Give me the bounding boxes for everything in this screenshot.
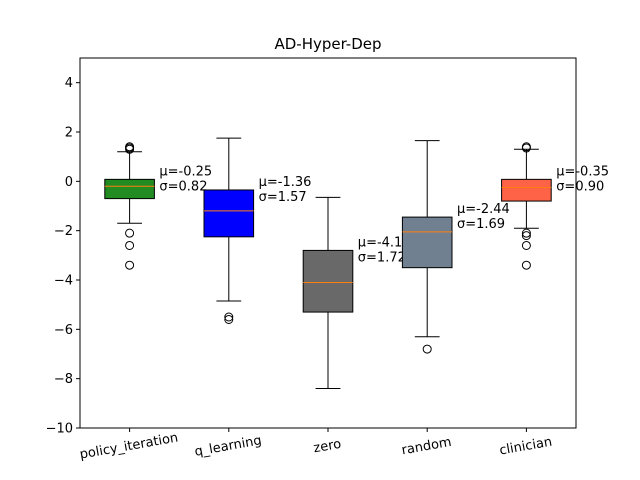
x-tick-label: clinician [498,435,553,459]
y-tick-label: 2 [65,126,73,141]
y-tick-label: −6 [54,323,73,338]
box-clinician: μ=-0.35σ=0.90 [501,142,609,270]
x-tick-label: random [400,435,452,459]
outlier-point [521,231,531,241]
outlier-point [125,228,135,238]
x-axis: policy_iteration q_learning zero random clin… [79,428,553,463]
y-tick-label: 4 [65,76,73,91]
y-axis: −10 −8 −6 −4 −2 0 2 4 [46,76,80,437]
std-annotation: σ=0.90 [556,179,604,194]
box-q_learning: μ=-1.36σ=1.57 [203,137,312,324]
std-annotation: σ=0.82 [159,179,207,194]
mean-annotation: μ=-0.35 [556,164,609,179]
x-tick-label: q_learning [194,433,263,460]
y-tick-label: −10 [46,422,73,437]
mean-annotation: μ=-2.44 [457,202,510,217]
box-zero: μ=-4.11σ=1.72 [302,196,411,390]
outlier-point [224,314,234,324]
y-tick-label: 0 [65,175,73,190]
std-annotation: σ=1.69 [457,217,505,232]
mean-annotation: μ=-0.25 [159,164,212,179]
outlier-point [521,228,531,238]
outlier-point [224,312,234,322]
box-body [302,249,354,313]
x-tick-label: policy_iteration [79,431,180,463]
box-random: μ=-2.44σ=1.69 [401,140,510,354]
chart-title: AD-Hyper-Dep [274,35,381,53]
std-annotation: σ=1.72 [358,250,406,265]
plot-area: μ=-0.25σ=0.82 μ=-1.36σ=1.57μ=-4.11σ=1.72μ… [104,137,609,390]
box-policy_iteration: μ=-0.25σ=0.82 [104,142,212,270]
y-tick-label: −8 [54,372,73,387]
y-tick-label: −4 [54,274,73,289]
outlier-point [125,240,135,250]
outlier-point [521,240,531,250]
outlier-point [422,344,432,354]
outlier-point [521,260,531,270]
mean-annotation: μ=-1.36 [259,175,312,190]
std-annotation: σ=1.57 [259,190,307,205]
y-tick-label: −2 [54,224,73,239]
mean-annotation: μ=-4.11 [358,235,411,250]
box-body [501,178,552,202]
outlier-point [521,143,531,153]
box-body [401,216,453,269]
outlier-point [125,144,135,154]
x-tick-label: zero [312,437,342,457]
box-body [104,178,155,200]
outlier-point [125,260,135,270]
box-body [203,189,255,238]
